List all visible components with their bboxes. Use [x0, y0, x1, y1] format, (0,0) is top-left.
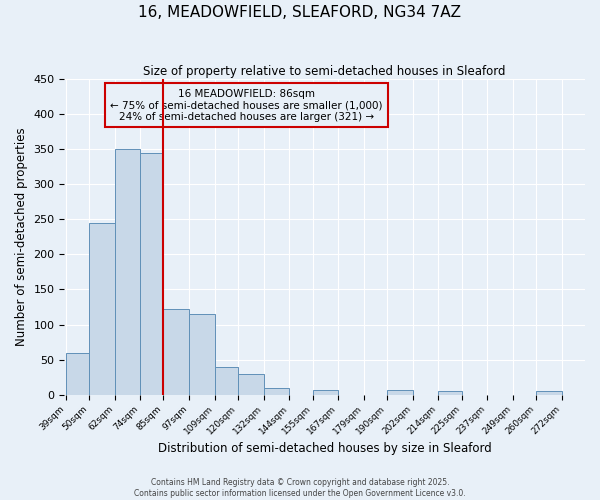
Bar — [536, 391, 562, 394]
Bar — [163, 309, 189, 394]
Bar — [215, 366, 238, 394]
Bar — [89, 223, 115, 394]
Text: 16 MEADOWFIELD: 86sqm
← 75% of semi-detached houses are smaller (1,000)
24% of s: 16 MEADOWFIELD: 86sqm ← 75% of semi-deta… — [110, 88, 383, 122]
Bar — [238, 374, 263, 394]
X-axis label: Distribution of semi-detached houses by size in Sleaford: Distribution of semi-detached houses by … — [158, 442, 491, 455]
Text: 16, MEADOWFIELD, SLEAFORD, NG34 7AZ: 16, MEADOWFIELD, SLEAFORD, NG34 7AZ — [139, 5, 461, 20]
Text: Contains HM Land Registry data © Crown copyright and database right 2025.
Contai: Contains HM Land Registry data © Crown c… — [134, 478, 466, 498]
Bar — [115, 150, 140, 394]
Bar — [140, 153, 163, 394]
Bar — [438, 391, 461, 394]
Bar — [65, 352, 89, 395]
Bar — [263, 388, 289, 394]
Y-axis label: Number of semi-detached properties: Number of semi-detached properties — [15, 128, 28, 346]
Title: Size of property relative to semi-detached houses in Sleaford: Size of property relative to semi-detach… — [143, 65, 506, 78]
Bar — [313, 390, 338, 394]
Bar — [387, 390, 413, 394]
Bar — [189, 314, 215, 394]
